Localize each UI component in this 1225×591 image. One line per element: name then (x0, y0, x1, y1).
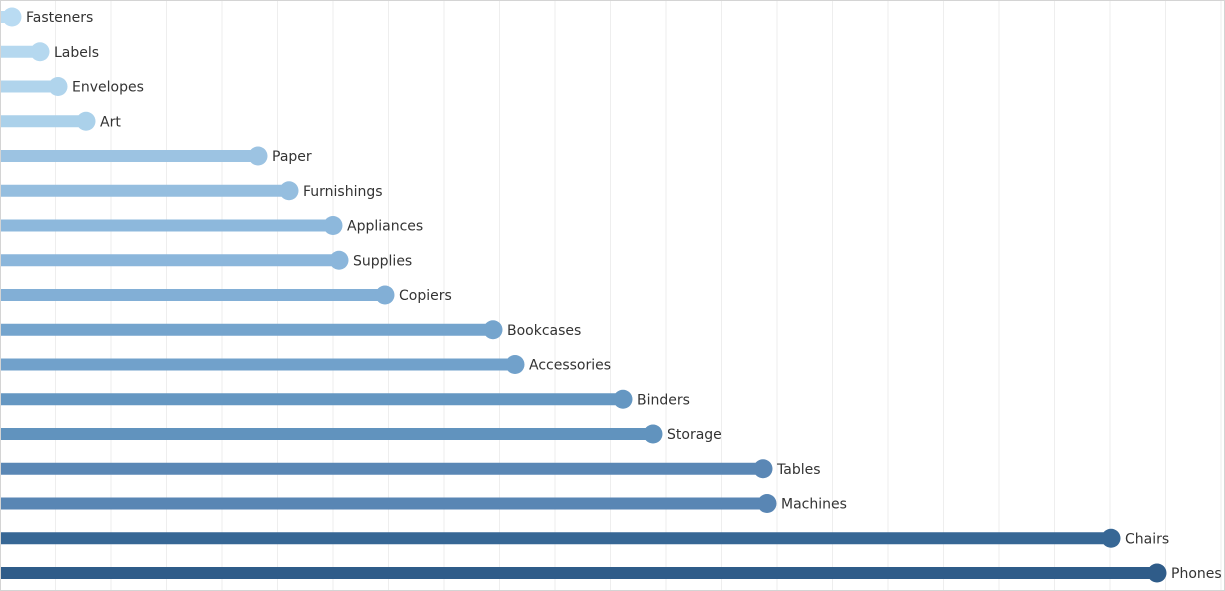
category-label: Art (100, 114, 121, 130)
data-point[interactable] (279, 181, 299, 201)
lollipop-accessories: Accessories (0, 355, 611, 374)
lollipop-chairs: Chairs (0, 528, 1169, 548)
category-label: Copiers (399, 288, 452, 304)
category-label: Appliances (347, 219, 423, 235)
lollipop-paper: Paper (0, 146, 312, 166)
category-label: Binders (637, 392, 690, 408)
lollipop-phones: Phones (0, 563, 1222, 583)
lollipop-binders: Binders (0, 389, 690, 409)
lollipop-fasteners: Fasteners (0, 7, 93, 27)
data-point[interactable] (753, 459, 773, 479)
category-label: Labels (54, 45, 99, 61)
chart-marks: Fasteners Labels Envelopes Art Paper Furnishi… (0, 7, 1222, 583)
data-point[interactable] (48, 77, 68, 96)
lollipop-tables: Tables (0, 459, 821, 479)
lollipop-supplies: Supplies (0, 250, 412, 270)
data-point[interactable] (1147, 563, 1167, 583)
data-point[interactable] (613, 389, 633, 409)
lollipop-machines: Machines (0, 494, 847, 513)
category-label: Phones (1171, 566, 1222, 582)
lollipop-copiers: Copiers (0, 285, 452, 305)
category-label: Paper (272, 149, 312, 165)
data-point[interactable] (505, 355, 525, 374)
category-label: Accessories (529, 358, 611, 374)
data-point[interactable] (76, 111, 96, 131)
data-point[interactable] (248, 146, 268, 166)
data-point[interactable] (643, 424, 663, 444)
data-point[interactable] (483, 320, 503, 340)
category-label: Bookcases (507, 323, 581, 339)
data-point[interactable] (375, 285, 395, 305)
gridlines (55, 0, 1222, 591)
category-label: Envelopes (72, 80, 144, 96)
data-point[interactable] (329, 250, 349, 270)
category-label: Chairs (1125, 531, 1169, 547)
lollipop-envelopes: Envelopes (0, 77, 144, 96)
data-point[interactable] (2, 7, 22, 27)
lollipop-storage: Storage (0, 424, 722, 444)
category-label: Machines (781, 497, 847, 513)
lollipop-art: Art (0, 111, 121, 131)
data-point[interactable] (30, 42, 50, 62)
data-point[interactable] (323, 216, 343, 235)
lollipop-labels: Labels (0, 42, 99, 62)
category-label: Furnishings (303, 184, 383, 200)
data-point[interactable] (1101, 528, 1121, 548)
category-label: Supplies (353, 253, 412, 269)
data-point[interactable] (757, 494, 777, 513)
lollipop-furnishings: Furnishings (0, 181, 383, 201)
lollipop-appliances: Appliances (0, 216, 423, 235)
category-label: Fasteners (26, 10, 93, 26)
category-label: Tables (776, 462, 821, 478)
category-label: Storage (667, 427, 722, 443)
lollipop-bookcases: Bookcases (0, 320, 581, 340)
